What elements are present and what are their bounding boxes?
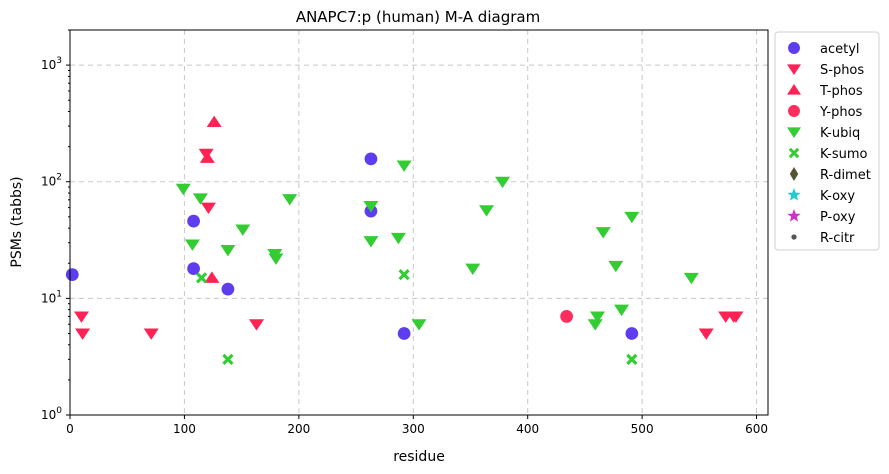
data-point-k-sumo (195, 272, 208, 284)
data-point-k-ubiq (220, 244, 236, 257)
data-points (65, 115, 744, 365)
legend: acetyl S-phos T-phos Y-phos K-ubiq K-sumo R-di… (774, 31, 880, 251)
x-tick-label: 300 (402, 422, 425, 436)
legend-marker-y-phos (788, 105, 800, 117)
legend-entry-label: K-sumo (820, 147, 868, 162)
data-point-k-ubiq (282, 194, 298, 206)
legend-entry-label: R-dimet (820, 168, 871, 183)
data-point-k-ubiq (363, 236, 379, 248)
data-point-acetyl (65, 268, 79, 281)
data-point-acetyl (187, 214, 200, 228)
data-point-k-ubiq (175, 183, 191, 196)
data-point-k-sumo (222, 353, 234, 365)
chart-title: ANAPC7:p (human) M-A diagram (296, 8, 540, 26)
legend-marker-p-oxy (787, 209, 801, 222)
data-point-k-ubiq (192, 193, 208, 205)
y-tick-label: 100 (41, 406, 62, 422)
data-point-t-phos (204, 271, 220, 283)
data-point-k-sumo (626, 353, 638, 365)
legend-marker-k-ubiq (787, 127, 801, 138)
grid (70, 30, 768, 415)
y-tick-label: 103 (41, 56, 62, 72)
data-point-k-ubiq (390, 232, 406, 245)
legend-entry-label: S-phos (820, 63, 864, 78)
data-point-acetyl (221, 282, 235, 296)
x-axis: 0 100 200 300 400 500 600 (66, 415, 768, 436)
data-point-k-ubiq (465, 263, 481, 276)
data-point-k-ubiq (608, 260, 624, 273)
legend-marker-t-phos (787, 84, 801, 95)
legend-marker-s-phos (787, 64, 801, 75)
data-point-k-ubiq (595, 227, 611, 239)
legend-entry-label: Y-phos (819, 105, 863, 120)
x-tick-label: 600 (745, 422, 768, 436)
legend-marker-acetyl (788, 42, 800, 54)
y-axis: 100 101 102 103 (41, 29, 70, 422)
y-tick-label: 101 (41, 289, 62, 305)
y-tick-label: 102 (41, 173, 62, 189)
legend-marker-k-sumo (788, 147, 800, 159)
x-axis-label: residue (393, 449, 445, 465)
legend-entry-label: acetyl (820, 42, 860, 57)
data-point-t-phos (206, 115, 222, 128)
legend-entry-label: K-ubiq (820, 126, 860, 141)
data-point-k-ubiq (184, 239, 200, 251)
data-point-k-ubiq (396, 160, 412, 172)
x-tick-label: 200 (287, 422, 310, 436)
x-tick-label: 400 (516, 422, 539, 436)
data-point-k-ubiq (587, 319, 603, 331)
data-point-s-phos (75, 328, 91, 340)
data-point-k-ubiq (268, 253, 284, 265)
data-point-k-ubiq (363, 200, 379, 213)
data-point-k-sumo (398, 268, 410, 281)
data-point-s-phos (73, 311, 89, 323)
data-point-acetyl (625, 327, 639, 340)
data-point-s-phos (200, 202, 216, 215)
x-tick-label: 0 (66, 422, 74, 436)
data-point-k-ubiq (495, 176, 511, 189)
x-tick-label: 500 (631, 422, 654, 436)
data-point-s-phos (698, 328, 714, 340)
data-point-acetyl (187, 262, 200, 275)
plot-frame (69, 29, 769, 416)
y-axis-label: PSMs (tabbs) (9, 176, 25, 267)
data-point-t-phos (199, 151, 215, 163)
data-point-acetyl (397, 327, 411, 340)
data-point-s-phos (249, 319, 265, 331)
legend-entry-label: T-phos (819, 84, 863, 99)
data-point-k-ubiq (590, 311, 606, 323)
legend-entry-label: P-oxy (820, 210, 856, 225)
data-point-k-ubiq (479, 205, 495, 217)
data-point-y-phos (560, 310, 573, 323)
legend-frame (774, 31, 880, 251)
data-point-k-ubiq (235, 224, 251, 236)
legend-marker-k-oxy (787, 188, 801, 201)
data-point-k-ubiq (614, 304, 630, 317)
data-point-s-phos (143, 328, 159, 340)
legend-marker-r-citr (791, 234, 797, 240)
x-tick-label: 100 (173, 422, 196, 436)
legend-entry-label: R-citr (820, 231, 855, 246)
data-point-k-ubiq (683, 272, 699, 285)
data-point-acetyl (364, 152, 378, 166)
legend-marker-r-dimet (789, 167, 799, 181)
data-point-k-ubiq (411, 319, 427, 331)
data-point-k-ubiq (624, 211, 640, 224)
data-point-s-phos (728, 311, 744, 323)
legend-entry-label: K-oxy (820, 189, 855, 204)
